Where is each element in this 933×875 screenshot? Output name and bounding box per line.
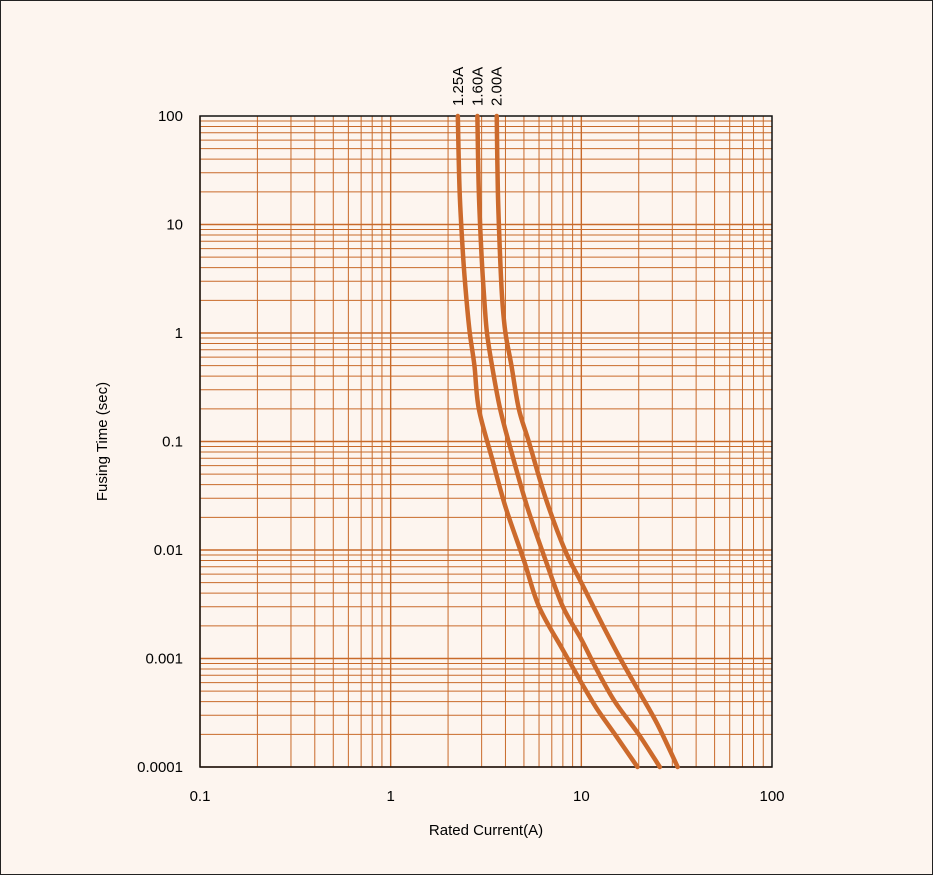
x-tick-label: 0.1 [190, 788, 211, 805]
y-tick-label: 10 [166, 217, 183, 234]
y-tick-label: 100 [158, 108, 183, 125]
y-tick-label: 0.1 [162, 434, 183, 451]
x-axis-label: Rated Current(A) [429, 822, 543, 839]
grid-lines [199, 116, 772, 768]
y-tick-label: 0.001 [145, 651, 183, 668]
x-tick-label: 100 [759, 788, 784, 805]
y-tick-label: 0.0001 [137, 759, 183, 776]
series-labels: 1.25A 1.60A 2.00A [450, 67, 506, 106]
series-label: 1.60A [469, 67, 486, 106]
y-axis-label: Fusing Time (sec) [94, 382, 111, 501]
y-tick-labels: 0.0001 0.001 0.01 0.1 1 10 100 [137, 108, 183, 776]
series-curves [455, 113, 680, 770]
series-curve [475, 113, 663, 770]
plot-border [199, 115, 773, 768]
series-curve [455, 113, 640, 770]
y-tick-label: 1 [175, 325, 183, 342]
x-tick-labels: 0.1 1 10 100 [190, 788, 785, 805]
x-tick-label: 10 [573, 788, 590, 805]
series-curve [494, 113, 680, 770]
series-label: 2.00A [489, 67, 506, 106]
series-label: 1.25A [450, 67, 467, 106]
y-tick-label: 0.01 [154, 542, 183, 559]
x-tick-label: 1 [386, 788, 394, 805]
